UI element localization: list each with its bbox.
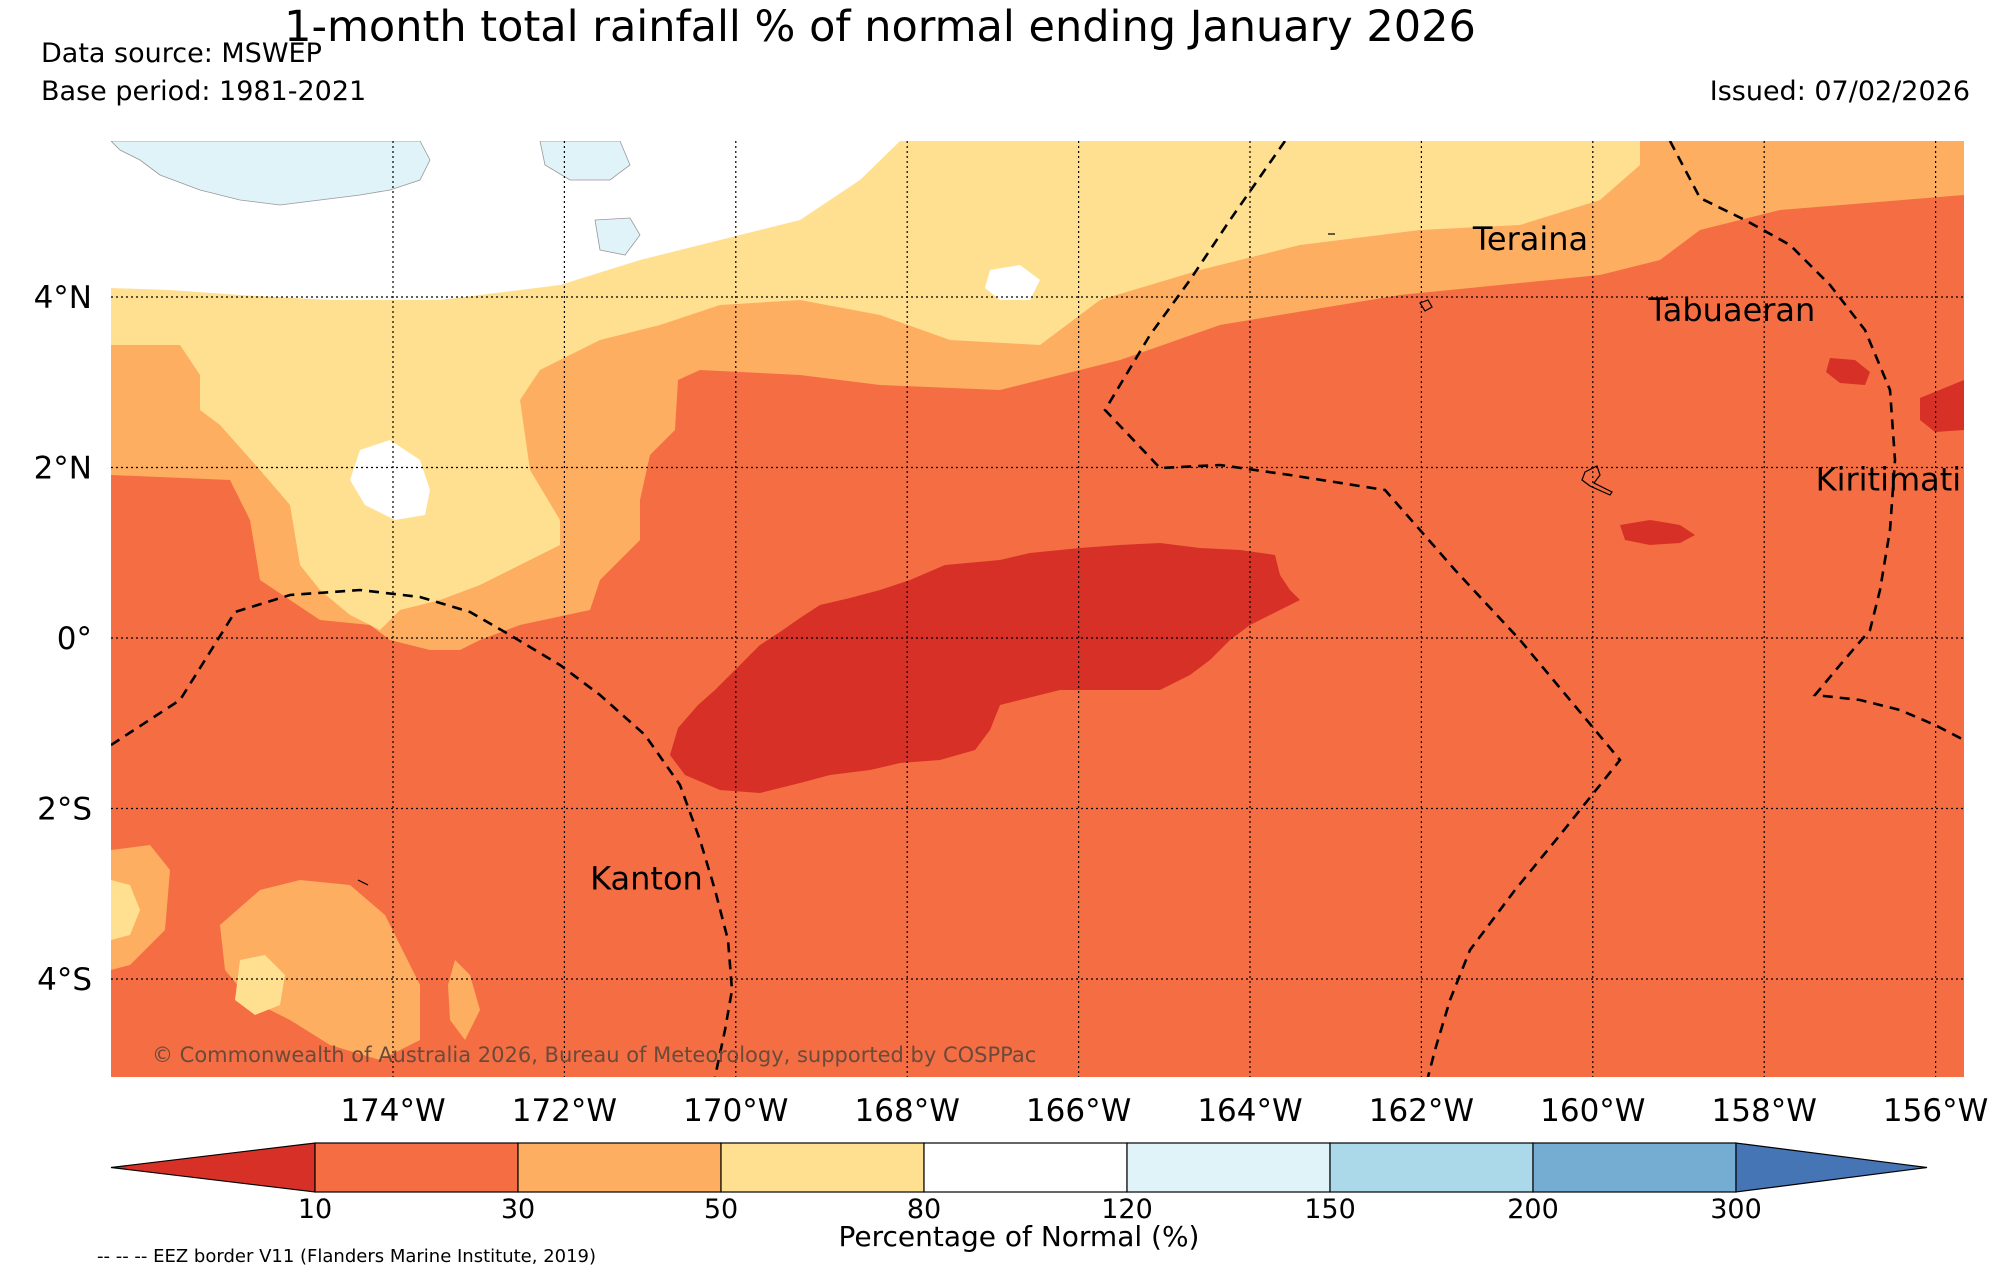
region-80-120-patch	[985, 265, 1040, 300]
region-50-80-west	[111, 880, 140, 940]
region-30-50-southwest	[111, 845, 170, 970]
place-labels: Teraina Tabuaeran Kiritimati Kanton	[590, 220, 1961, 897]
colorbar-segment	[1126, 1142, 1331, 1193]
colorbar-tick-label: 80	[907, 1194, 941, 1225]
colorbar-tick-label: 300	[1710, 1194, 1762, 1225]
region-30-50-kanton	[220, 880, 420, 1060]
place-label-kanton: Kanton	[590, 860, 703, 898]
colorbar-segment	[720, 1142, 925, 1193]
island-kiritimati-outline	[1581, 465, 1613, 496]
colorbar-segment	[1329, 1142, 1534, 1193]
colorbar-tick-label: 30	[501, 1194, 535, 1225]
eez-border-east	[1668, 141, 1964, 742]
region-below-10-kiritimati	[1620, 520, 1695, 545]
longitude-tick-label: 164°W	[1197, 1093, 1302, 1129]
region-120-150	[111, 141, 431, 206]
graticule	[111, 141, 1964, 1077]
colorbar-tick-label: 50	[704, 1194, 738, 1225]
longitude-tick-label: 162°W	[1369, 1093, 1474, 1129]
longitude-tick-label: 158°W	[1712, 1093, 1817, 1129]
longitude-tick-label: 172°W	[512, 1093, 617, 1129]
region-120-150-c	[594, 217, 641, 256]
latitude-tick-label: 2°S	[37, 792, 92, 828]
eez-note: -- -- -- EEZ border V11 (Flanders Marine…	[97, 1246, 596, 1265]
longitude-tick-label: 160°W	[1540, 1093, 1645, 1129]
longitude-tick-label: 168°W	[855, 1093, 960, 1129]
colorbar-segment	[1532, 1142, 1737, 1193]
latitude-labels: 4°N 2°N 0° 2°S 4°S	[34, 280, 92, 998]
map-title: 1-month total rainfall % of normal endin…	[284, 2, 1476, 52]
colorbar-tick-label: 150	[1304, 1194, 1356, 1225]
region-below-10-east	[1920, 380, 1964, 432]
colorbar-title: Percentage of Normal (%)	[839, 1220, 1200, 1253]
island-tabuaeran-outline	[1419, 299, 1433, 312]
eez-border-line-islands-north	[1103, 141, 1622, 1077]
latitude-tick-label: 0°	[57, 621, 92, 657]
eez-border-kanton	[111, 588, 734, 1077]
colorbar-tick-label: 10	[298, 1194, 332, 1225]
colorbar-segment	[517, 1142, 722, 1193]
copyright-text: © Commonwealth of Australia 2026, Bureau…	[152, 1043, 1036, 1067]
eez-borders	[111, 141, 1964, 1077]
colorbar-segment	[923, 1142, 1128, 1193]
region-50-80-kanton	[235, 955, 285, 1015]
colorbar-tick-label: 200	[1507, 1194, 1559, 1225]
longitude-tick-label: 170°W	[683, 1093, 788, 1129]
place-label-teraina: Teraina	[1472, 220, 1588, 258]
issued-date-label: Issued: 07/02/2026	[1709, 76, 1970, 107]
place-label-tabuaeran: Tabuaeran	[1648, 291, 1816, 329]
longitude-tick-label: 156°W	[1883, 1093, 1988, 1129]
data-source-label: Data source: MSWEP	[41, 38, 322, 69]
place-label-kiritimati: Kiritimati	[1816, 461, 1962, 499]
longitude-labels: 174°W 172°W 170°W 168°W 166°W 164°W 162°W 160°W…	[340, 1093, 1988, 1129]
region-120-150-b	[539, 141, 631, 181]
colorbar-extend-low	[110, 1142, 316, 1193]
region-below-10-main	[670, 543, 1300, 793]
latitude-tick-label: 4°N	[34, 280, 92, 316]
longitude-tick-label: 174°W	[340, 1093, 445, 1129]
region-50-80-patch-a	[1160, 150, 1620, 260]
colorbar-tick-label: 120	[1101, 1194, 1153, 1225]
longitude-tick-label: 166°W	[1026, 1093, 1131, 1129]
region-below-10-ne	[1826, 358, 1870, 385]
region-80-120-island	[350, 440, 430, 520]
latitude-tick-label: 2°N	[34, 451, 92, 487]
base-period-label: Base period: 1981-2021	[41, 76, 367, 107]
region-30-50-patch	[448, 960, 480, 1040]
map-area	[111, 141, 1964, 1077]
colorbar-segment	[314, 1142, 519, 1193]
latitude-tick-label: 4°S	[37, 962, 92, 998]
colorbar: 10 30 50 80 120 150 200 300	[110, 1142, 1928, 1225]
island-kanton-outline	[357, 879, 369, 886]
colorbar-extend-high	[1735, 1142, 1928, 1193]
